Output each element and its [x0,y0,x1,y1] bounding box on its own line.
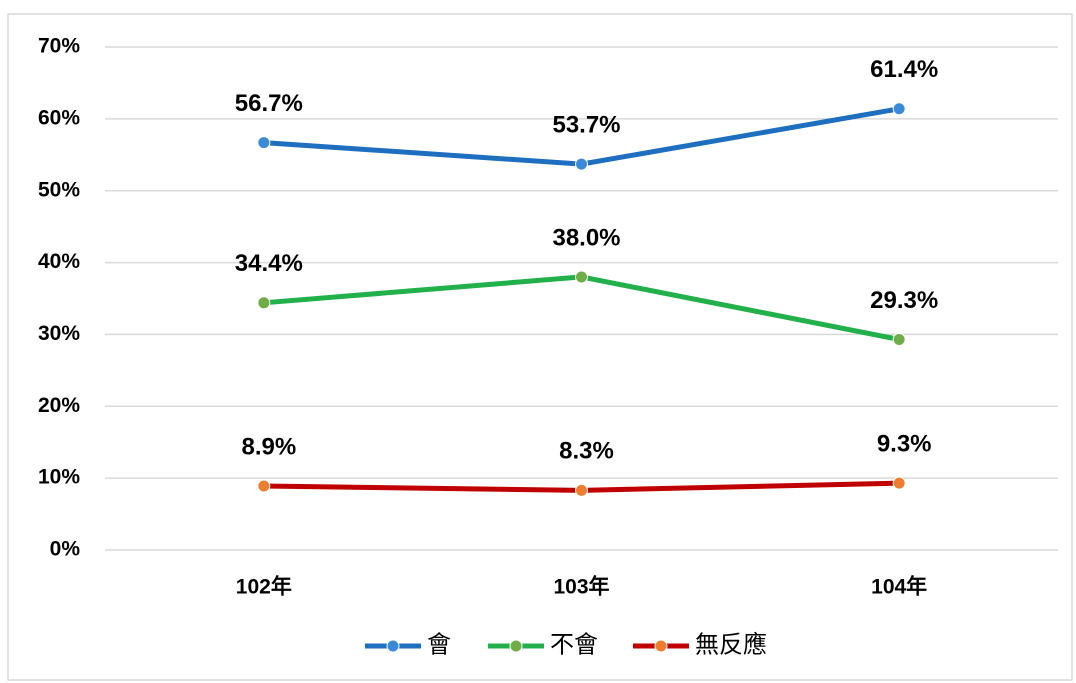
x-tick-label: 102年 [236,575,292,599]
x-tick-label: 103年 [553,575,609,599]
data-label: 8.3% [559,438,614,465]
data-point [257,136,271,150]
data-point [575,483,588,497]
data-label: 9.3% [877,431,932,458]
y-tick-label: 30% [38,322,80,345]
y-tick-label: 20% [38,394,80,417]
legend-label: 不會 [550,631,598,658]
data-point [257,479,271,493]
y-tick-label: 70% [38,35,80,58]
data-label: 8.9% [241,433,296,460]
data-label: 29.3% [870,287,938,314]
data-label: 38.0% [552,224,620,251]
data-label: 61.4% [870,56,938,83]
y-tick-label: 40% [38,250,80,273]
data-point [575,157,588,171]
legend-marker [386,639,400,653]
y-tick-label: 0% [50,538,81,561]
data-label: 53.7% [552,111,620,138]
y-tick-label: 10% [38,466,80,489]
legend-label: 無反應 [695,631,767,658]
x-tick-label: 104年 [871,575,927,599]
data-point [892,476,906,490]
data-point [892,102,906,116]
data-point [892,332,906,346]
legend-label: 會 [427,631,451,658]
data-point [575,270,588,284]
legend-marker [509,639,523,653]
chart-frame [7,13,1073,681]
data-label: 56.7% [235,90,303,117]
y-tick-label: 60% [38,106,80,129]
y-tick-label: 50% [38,178,80,201]
data-point [257,296,271,310]
legend-marker [654,639,668,653]
data-label: 34.4% [235,250,303,277]
